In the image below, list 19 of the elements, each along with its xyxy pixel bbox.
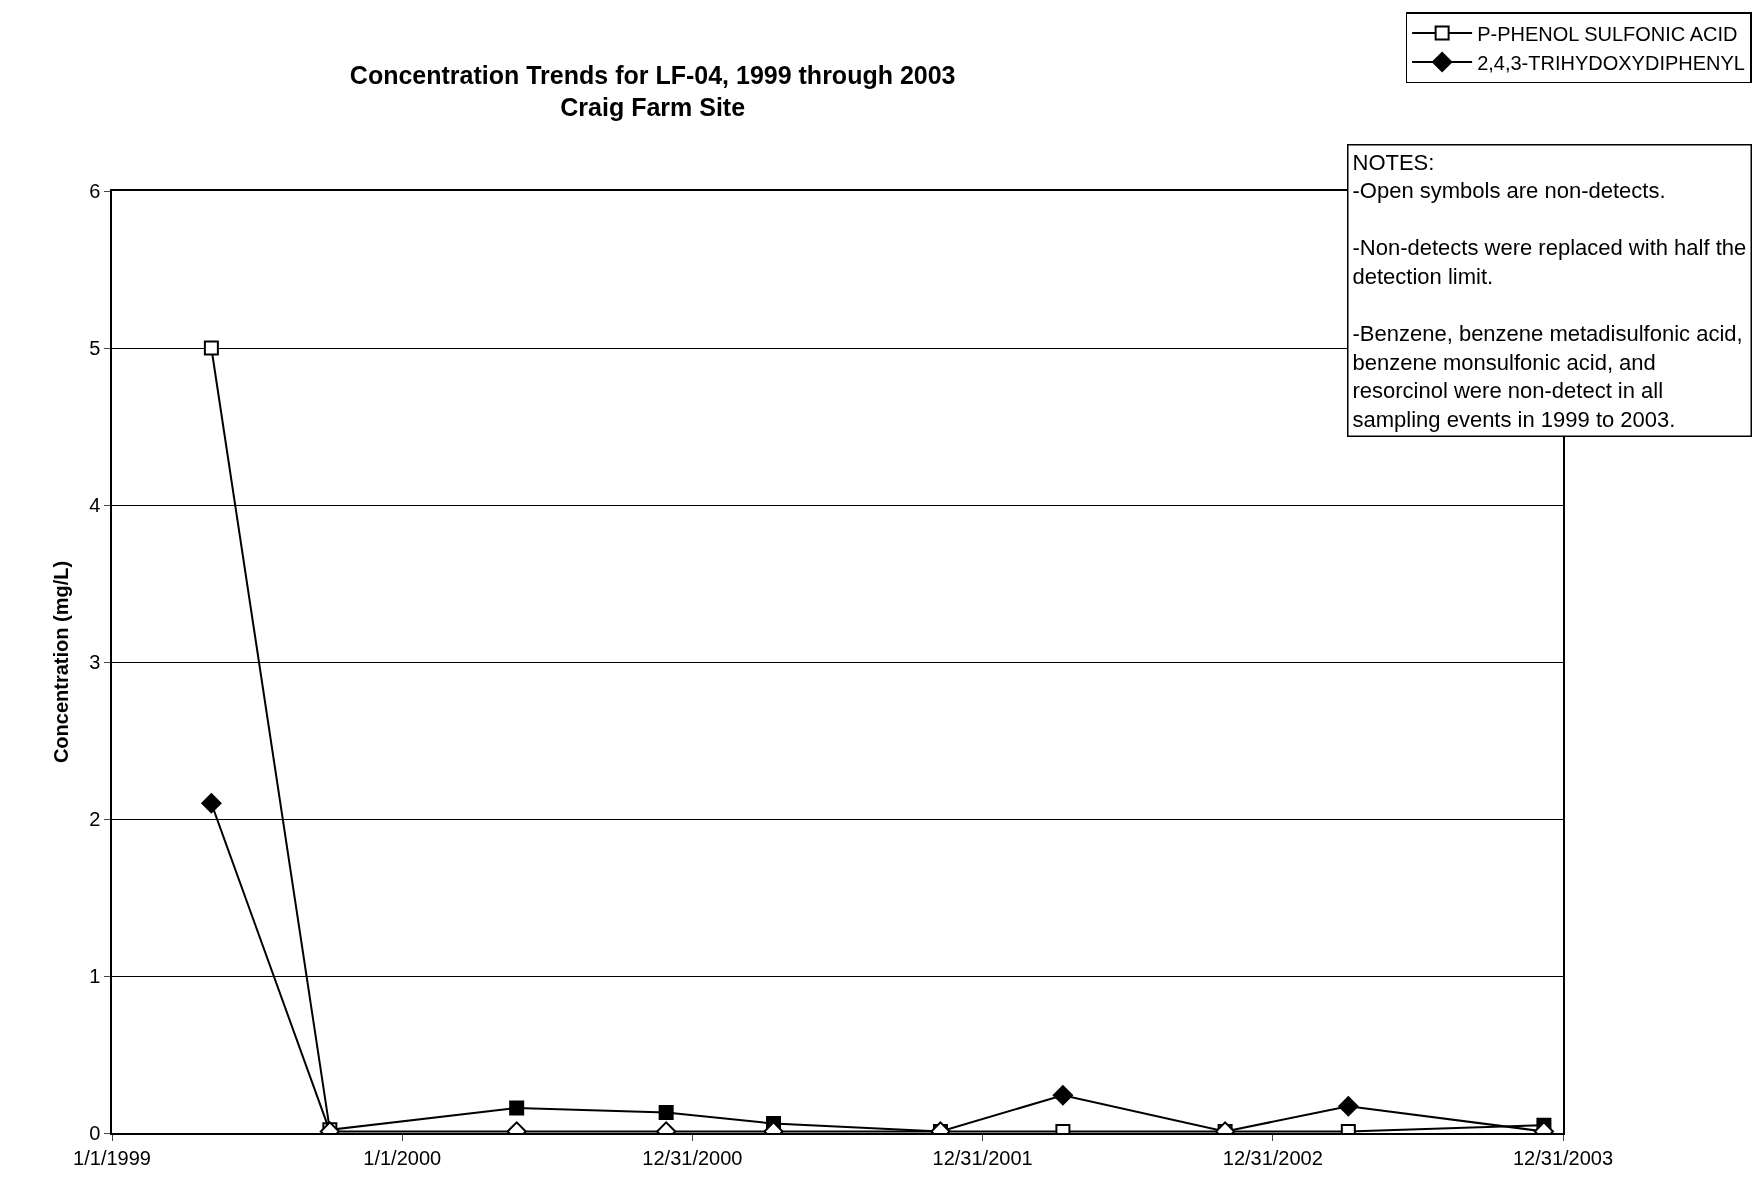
x-tick-label: 12/31/2000 (642, 1146, 743, 1169)
x-tick-label: 1/1/2000 (363, 1146, 442, 1169)
x-tick-label: 12/31/2003 (1512, 1146, 1614, 1169)
y-tick-label: 6 (89, 180, 101, 202)
legend-label: P-PHENOL SULFONIC ACID (1477, 22, 1738, 45)
text: NOTES: -Open symbols are non-detects. -Non-detects were replaced with half the detection limit. -Benzene, benzene metadisulfonic acid, benzene monsulfonic acid, and resorcinol were non-detect in all sampling events in 1999 to 2003. (1352, 149, 1747, 432)
chart-subtitle: Craig Farm Site (560, 93, 746, 122)
y-tick-label: 3 (89, 651, 101, 673)
y-tick-label: 4 (89, 494, 101, 516)
y-tick-label: 1 (89, 965, 101, 987)
legend-label: 2,4,3-TRIHYDOXYDIPHENYL (1477, 51, 1745, 74)
x-tick-label: 1/1/1999 (73, 1146, 151, 1169)
y-tick-label: 5 (89, 337, 101, 359)
x-tick-label: 12/31/2002 (1222, 1146, 1323, 1169)
y-axis-title: Concentration (mg/L) (50, 560, 73, 764)
y-tick-label: 0 (89, 1122, 101, 1144)
y-tick-label: 2 (89, 808, 101, 830)
chart-title: Concentration Trends for LF-04, 1999 through 2003 (349, 60, 956, 89)
x-tick-label: 12/31/2001 (932, 1146, 1033, 1169)
